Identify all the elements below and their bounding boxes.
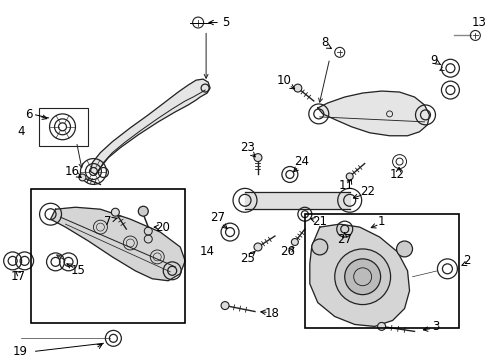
Circle shape: [294, 84, 302, 92]
Text: 6: 6: [25, 108, 32, 121]
Circle shape: [254, 154, 262, 162]
Text: 10: 10: [276, 74, 292, 87]
Text: 9: 9: [431, 54, 438, 67]
Circle shape: [292, 239, 298, 246]
Polygon shape: [245, 192, 350, 209]
Text: 8: 8: [321, 36, 328, 49]
Text: 23: 23: [241, 141, 255, 154]
Text: 20: 20: [155, 221, 170, 234]
Circle shape: [396, 241, 413, 257]
Circle shape: [138, 206, 148, 216]
Bar: [39, 108, 89, 146]
Polygon shape: [50, 207, 185, 281]
Text: 18: 18: [265, 307, 279, 320]
Circle shape: [111, 208, 120, 216]
Text: 27: 27: [337, 233, 352, 246]
Text: 26: 26: [280, 246, 295, 258]
Text: 2: 2: [464, 255, 471, 267]
Text: 11: 11: [338, 179, 353, 192]
Polygon shape: [91, 79, 210, 175]
Text: 19: 19: [13, 345, 28, 358]
Bar: [30, 189, 185, 323]
Text: 13: 13: [472, 16, 487, 29]
Bar: [305, 214, 460, 328]
Circle shape: [79, 174, 86, 181]
Text: 12: 12: [390, 168, 405, 181]
Text: 14: 14: [199, 246, 215, 258]
Text: 24: 24: [294, 155, 309, 168]
Text: 22: 22: [360, 185, 375, 198]
Circle shape: [254, 243, 262, 251]
Circle shape: [345, 259, 381, 294]
Text: 16: 16: [65, 165, 80, 178]
Text: 21: 21: [312, 215, 327, 228]
Text: 15: 15: [71, 264, 86, 277]
Text: 3: 3: [432, 320, 439, 333]
Circle shape: [378, 323, 386, 330]
Text: 5: 5: [222, 16, 230, 29]
Circle shape: [221, 302, 229, 310]
Polygon shape: [318, 91, 429, 136]
Circle shape: [335, 249, 391, 305]
Polygon shape: [310, 224, 410, 327]
Text: 17: 17: [11, 270, 26, 283]
Text: 27: 27: [211, 211, 225, 224]
Circle shape: [346, 173, 353, 180]
Text: 4: 4: [17, 125, 24, 138]
Text: 25: 25: [241, 252, 255, 265]
Circle shape: [312, 239, 328, 255]
Text: 7: 7: [104, 215, 111, 228]
Text: 1: 1: [378, 215, 385, 228]
